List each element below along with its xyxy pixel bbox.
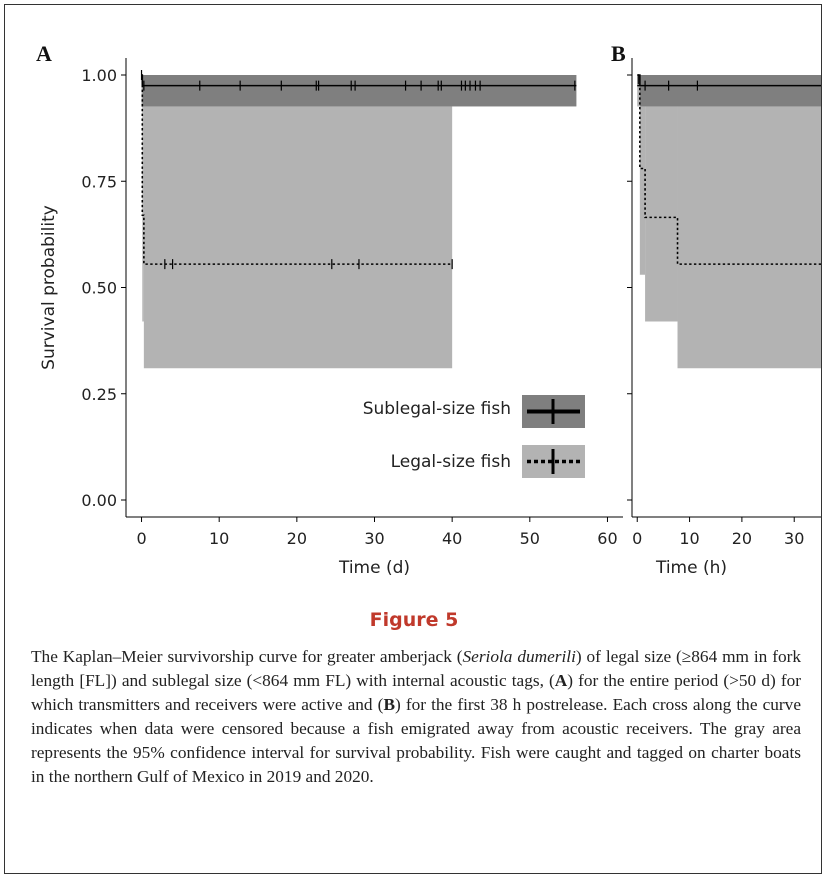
caption-part-4: ) for the first 38 h postrelease. Each c… [31,695,801,786]
x-axis-label: Time (d) [338,558,410,578]
ci-band-legal [637,75,640,107]
ci-band-legal [677,106,821,369]
panel-plot-layer [140,70,577,369]
caption-part-2: ) of legal size (≥864 mm in fork length … [31,647,801,690]
panel-plot-layer [637,74,821,369]
y-tick-label: 0.25 [81,385,117,404]
y-tick-label: 0.75 [81,172,117,191]
ci-band-legal [639,106,646,275]
x-tick-label: 0 [632,529,642,548]
caption-part-3: ) for the entire period (>50 d) for whic… [31,671,801,714]
x-axis-label: Time (h) [655,558,727,578]
figure-caption: The Kaplan–Meier survivorship curve for … [31,645,801,789]
legend: Sublegal-size fish Legal-size fish [363,395,585,478]
caption-label-a: A [554,671,568,690]
x-tick-label: 20 [287,529,307,548]
legend-label: Legal-size fish [391,452,511,472]
caption-label-b: B [383,695,395,714]
y-tick-label: 0.00 [81,491,117,510]
x-tick-label: 50 [520,529,540,548]
y-tick-label: 1.00 [81,66,117,85]
x-tick-label: 20 [732,529,752,548]
y-axis-label: Survival probability [39,205,59,370]
panel-label: A [36,41,52,66]
figure-frame: 0.00 0.25 0.50 0.75 1.00 0 10 20 30 40 50 60 Time (d… [4,4,822,874]
x-tick-label: 10 [679,529,699,548]
panel-a: 0.00 0.25 0.50 0.75 1.00 0 10 20 30 40 50 60 Time (d… [36,41,623,578]
panel-label: B [611,41,626,66]
ci-band-sublegal [142,75,577,107]
y-tick-label: 0.50 [81,279,117,298]
ci-band-legal [143,106,453,369]
legal-survival-line [637,84,821,265]
legend-label: Sublegal-size fish [363,399,511,419]
figure-plot-area: 0.00 0.25 0.50 0.75 1.00 0 10 20 30 40 50 60 Time (d… [36,41,821,578]
x-tick-label: 10 [209,529,229,548]
x-tick-label: 40 [442,529,462,548]
x-tick-label: 0 [136,529,146,548]
panel-b: 0 10 20 30 Time (h) B [611,41,821,578]
x-tick-label: 30 [364,529,384,548]
caption-species: Seriola dumerili [462,647,576,666]
ci-band-legal [142,106,144,322]
x-tick-label: 60 [597,529,617,548]
x-tick-label: 30 [784,529,804,548]
caption-part-1: The Kaplan–Meier survivorship curve for … [31,647,463,666]
legal-survival-line [141,84,453,265]
figure-title: Figure 5 [369,609,459,631]
ci-band-legal [645,106,678,322]
ci-band-sublegal [639,75,821,107]
